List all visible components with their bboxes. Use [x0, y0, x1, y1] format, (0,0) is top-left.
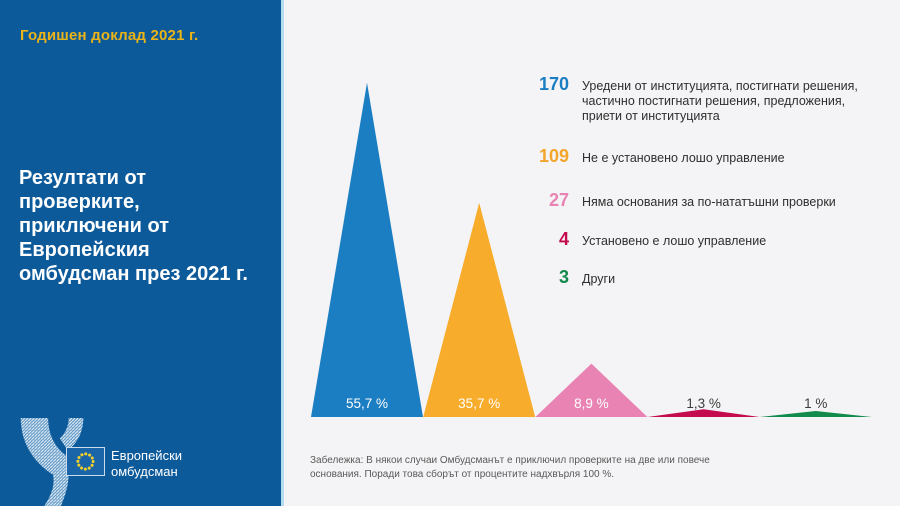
footnote: Забележка: В някои случаи Омбудсманът е …	[310, 455, 710, 480]
title-line: проверките,	[19, 191, 140, 213]
legend-item-settled: 170 Уредени от институцията, постигнати …	[531, 74, 874, 124]
chart-triangle-4	[647, 409, 760, 417]
legend-item-maladministration-found: 4 Установено е лошо управление	[531, 229, 874, 250]
title-line: омбудсман през 2021 г.	[19, 263, 248, 285]
percent-label-2: 35,7 %	[458, 396, 500, 411]
sidebar-separator	[281, 0, 284, 506]
legend-value: 170	[538, 74, 569, 94]
legend-value: 4	[558, 229, 569, 249]
legend-value: 3	[558, 267, 569, 287]
legend-value: 27	[548, 190, 569, 210]
percent-label-4: 1,3 %	[686, 396, 721, 411]
sidebar: Годишен доклад 2021 г. Резултати от пров…	[0, 0, 281, 506]
legend-item-other: 3 Други	[531, 267, 874, 288]
percent-label-5: 1 %	[804, 396, 827, 411]
report-label: Годишен доклад 2021 г.	[20, 27, 199, 44]
legend-label: Не е установено лошо управление	[582, 151, 785, 165]
chart-triangle-1	[311, 82, 423, 418]
percent-label-1: 55,7 %	[346, 396, 388, 411]
legend-label: Няма основания за по-нататъшни проверки	[582, 195, 836, 209]
legend-value: 109	[538, 146, 569, 166]
legend-label: Уредени от институцията, постигнати реше…	[582, 79, 858, 123]
eu-flag-icon	[66, 447, 105, 476]
title-line: Резултати от	[19, 167, 147, 189]
ombudsman-logo-text: Европейски омбудсман	[111, 448, 182, 480]
legend-label: Други	[582, 272, 616, 286]
chart-triangle-2	[423, 202, 536, 417]
chart-triangle-3	[535, 363, 648, 417]
logo-line2: омбудсман	[111, 464, 178, 479]
legend-item-no-grounds: 27 Няма основания за по-нататъшни провер…	[531, 190, 874, 211]
legend-label: Установено е лошо управление	[582, 234, 767, 248]
logo-line1: Европейски	[111, 448, 183, 463]
title-line: приключени от	[19, 215, 170, 237]
ombudsman-ribbon-icon	[20, 418, 84, 506]
page-title: Резултати от проверките, приключени от Е…	[19, 166, 269, 286]
chart-triangle-5	[759, 411, 872, 417]
percent-label-3: 8,9 %	[574, 396, 609, 411]
title-line: Европейския	[19, 239, 150, 261]
legend-item-no-maladministration: 109 Не е установено лошо управление	[531, 146, 874, 167]
